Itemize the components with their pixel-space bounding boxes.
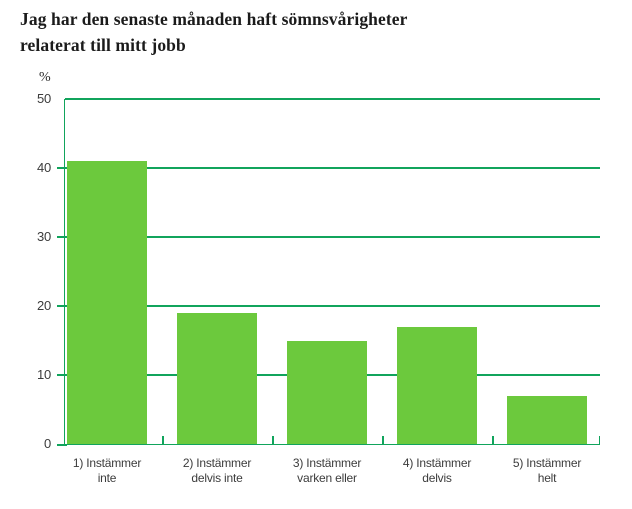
x-tick-mark bbox=[272, 436, 274, 444]
y-tick-label: 40 bbox=[36, 160, 51, 175]
x-tick-label-line-2: varken eller bbox=[297, 471, 357, 485]
bar bbox=[287, 340, 367, 444]
x-tick-mark bbox=[598, 436, 600, 444]
bar bbox=[507, 395, 587, 444]
y-tick-mark bbox=[57, 374, 65, 376]
y-tick-label: 30 bbox=[36, 229, 51, 244]
x-tick-label: 1) Instämmer inte bbox=[52, 456, 162, 486]
y-tick-mark bbox=[57, 444, 67, 446]
x-tick-label-line-2: helt bbox=[537, 471, 557, 485]
x-tick-label-line-2: delvis bbox=[422, 471, 452, 485]
y-tick-label: 20 bbox=[36, 298, 51, 313]
y-tick-label: 50 bbox=[36, 91, 51, 106]
x-tick-label: 4) Instämmer delvis bbox=[382, 456, 492, 486]
y-tick-mark bbox=[57, 305, 65, 307]
x-tick-label-line-1: 3) Instämmer bbox=[292, 456, 362, 470]
x-tick-label-line-2: inte bbox=[97, 471, 117, 485]
chart-title-line-1: Jag har den senaste månaden haft sömnsvå… bbox=[20, 9, 408, 29]
x-tick-label: 2) Instämmer delvis inte bbox=[162, 456, 272, 486]
bar bbox=[67, 161, 147, 444]
chart-title: Jag har den senaste månaden haft sömnsvå… bbox=[20, 6, 408, 58]
y-tick-mark bbox=[57, 167, 65, 169]
x-tick-label-line-1: 4) Instämmer bbox=[402, 456, 472, 470]
gridline bbox=[65, 167, 600, 169]
gridline bbox=[65, 98, 600, 100]
x-tick-label-line-1: 1) Instämmer bbox=[72, 456, 142, 470]
bar bbox=[397, 326, 477, 444]
x-tick-label: 3) Instämmer varken eller bbox=[272, 456, 382, 486]
x-tick-label-line-2: delvis inte bbox=[191, 471, 243, 485]
y-tick-label: 10 bbox=[36, 367, 51, 382]
y-tick-label: 0 bbox=[43, 436, 51, 451]
gridline bbox=[65, 236, 600, 238]
x-tick-label: 5) Instämmer helt bbox=[492, 456, 602, 486]
y-tick-mark bbox=[57, 236, 65, 238]
x-tick-mark bbox=[162, 436, 164, 444]
y-axis-unit-label: % bbox=[39, 70, 51, 85]
chart-title-line-2: relaterat till mitt jobb bbox=[20, 35, 186, 55]
bar bbox=[177, 312, 257, 444]
x-tick-label-line-1: 5) Instämmer bbox=[512, 456, 582, 470]
plot-area: 0 10 20 30 40 50 1) Instämmer inte 2) Instämmer d… bbox=[37, 91, 600, 485]
x-tick-mark bbox=[382, 436, 384, 444]
gridline bbox=[65, 305, 600, 307]
x-tick-label-line-1: 2) Instämmer bbox=[182, 456, 252, 470]
x-tick-mark bbox=[492, 436, 494, 444]
